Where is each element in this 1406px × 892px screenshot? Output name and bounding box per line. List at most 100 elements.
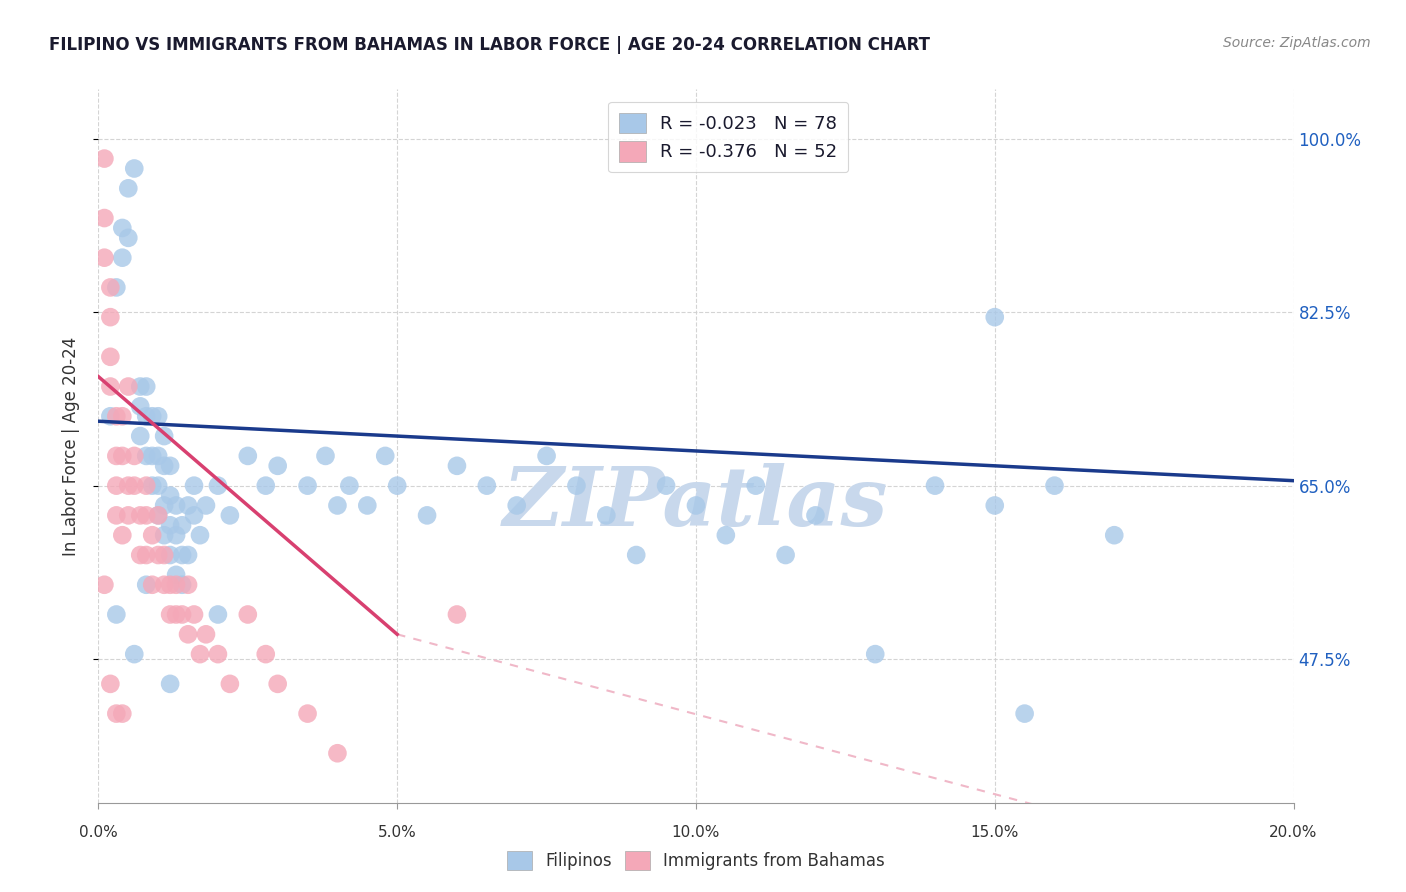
Point xyxy=(172,607,194,622)
Point xyxy=(254,478,277,492)
Point xyxy=(111,528,134,542)
Point xyxy=(135,449,157,463)
Point xyxy=(177,499,200,513)
Point xyxy=(775,548,797,562)
Point xyxy=(148,508,170,523)
Point xyxy=(188,528,211,542)
Point xyxy=(111,706,134,721)
Point xyxy=(111,409,134,424)
Point xyxy=(655,478,678,492)
Point xyxy=(141,478,163,492)
Point xyxy=(236,607,259,622)
Point xyxy=(183,607,205,622)
Point xyxy=(536,449,558,463)
Point xyxy=(93,211,115,225)
Point xyxy=(1043,478,1066,492)
Point xyxy=(297,706,319,721)
Point xyxy=(105,280,128,294)
Point xyxy=(105,478,128,492)
Point xyxy=(475,478,498,492)
Point xyxy=(159,548,181,562)
Point xyxy=(100,280,122,294)
Legend: Filipinos, Immigrants from Bahamas: Filipinos, Immigrants from Bahamas xyxy=(501,844,891,877)
Point xyxy=(111,221,134,235)
Point xyxy=(124,161,146,176)
Point xyxy=(177,578,200,592)
Point xyxy=(141,528,163,542)
Point xyxy=(1014,706,1036,721)
Point xyxy=(195,627,218,641)
Point xyxy=(804,508,827,523)
Point xyxy=(595,508,617,523)
Point xyxy=(153,429,176,443)
Point xyxy=(117,379,139,393)
Point xyxy=(124,647,146,661)
Point xyxy=(135,409,157,424)
Point xyxy=(219,677,242,691)
Point xyxy=(374,449,396,463)
Text: FILIPINO VS IMMIGRANTS FROM BAHAMAS IN LABOR FORCE | AGE 20-24 CORRELATION CHART: FILIPINO VS IMMIGRANTS FROM BAHAMAS IN L… xyxy=(49,36,931,54)
Point xyxy=(159,677,181,691)
Text: 15.0%: 15.0% xyxy=(970,825,1019,840)
Point xyxy=(565,478,588,492)
Point xyxy=(111,449,134,463)
Point xyxy=(141,578,163,592)
Point xyxy=(165,567,187,582)
Point xyxy=(117,231,139,245)
Point xyxy=(93,152,115,166)
Point xyxy=(141,449,163,463)
Point xyxy=(356,499,378,513)
Text: ZIPatlas: ZIPatlas xyxy=(503,463,889,543)
Point xyxy=(141,409,163,424)
Point xyxy=(117,478,139,492)
Point xyxy=(326,746,349,760)
Point xyxy=(117,181,139,195)
Point xyxy=(129,508,152,523)
Point xyxy=(177,627,200,641)
Point xyxy=(172,548,194,562)
Point xyxy=(135,379,157,393)
Point xyxy=(105,706,128,721)
Y-axis label: In Labor Force | Age 20-24: In Labor Force | Age 20-24 xyxy=(62,336,80,556)
Point xyxy=(714,528,737,542)
Point xyxy=(105,409,128,424)
Point xyxy=(195,499,218,513)
Point xyxy=(129,429,152,443)
Point xyxy=(153,499,176,513)
Text: 5.0%: 5.0% xyxy=(378,825,416,840)
Point xyxy=(506,499,529,513)
Point xyxy=(183,508,205,523)
Text: Source: ZipAtlas.com: Source: ZipAtlas.com xyxy=(1223,36,1371,50)
Point xyxy=(153,528,176,542)
Point xyxy=(105,607,128,622)
Point xyxy=(159,518,181,533)
Point xyxy=(165,499,187,513)
Point xyxy=(93,251,115,265)
Point xyxy=(124,449,146,463)
Point xyxy=(159,607,181,622)
Point xyxy=(172,518,194,533)
Point xyxy=(135,508,157,523)
Point xyxy=(685,499,707,513)
Point xyxy=(385,478,409,492)
Point xyxy=(984,310,1007,325)
Point xyxy=(100,350,122,364)
Text: 0.0%: 0.0% xyxy=(79,825,118,840)
Point xyxy=(745,478,768,492)
Point xyxy=(159,489,181,503)
Point xyxy=(135,478,157,492)
Point xyxy=(135,578,157,592)
Point xyxy=(159,458,181,473)
Point xyxy=(183,478,205,492)
Point xyxy=(254,647,277,661)
Point xyxy=(339,478,360,492)
Point xyxy=(207,647,229,661)
Point xyxy=(148,478,170,492)
Point xyxy=(153,578,176,592)
Point xyxy=(148,409,170,424)
Point xyxy=(297,478,319,492)
Point xyxy=(207,607,229,622)
Point xyxy=(165,578,187,592)
Point xyxy=(416,508,439,523)
Point xyxy=(111,251,134,265)
